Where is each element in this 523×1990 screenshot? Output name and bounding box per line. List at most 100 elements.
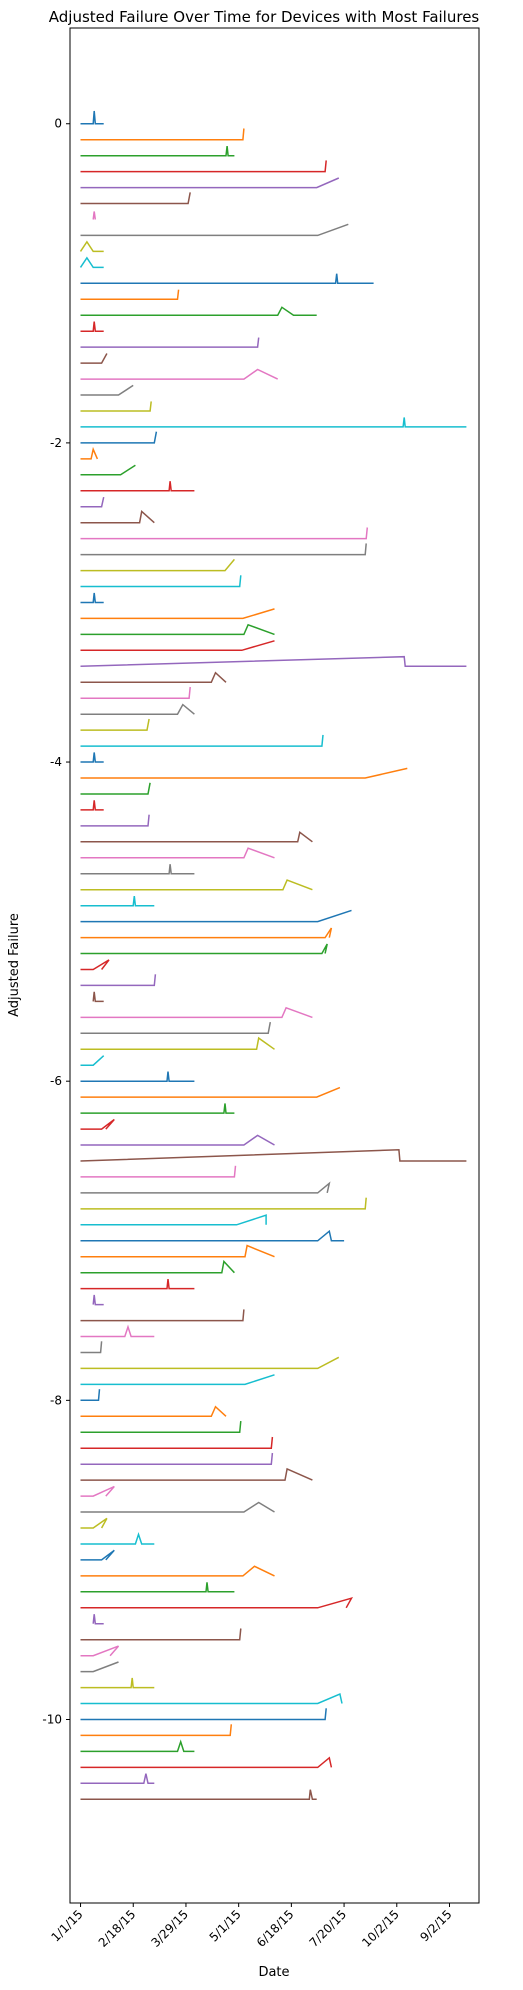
series-line	[92, 1294, 104, 1306]
series-line	[79, 240, 104, 253]
series-line	[80, 718, 150, 731]
series-line	[80, 1214, 267, 1226]
series-line	[80, 592, 104, 604]
y-tick-label: -2	[50, 436, 62, 450]
series-line	[80, 703, 195, 715]
plot-frame	[69, 27, 480, 1904]
series-line	[80, 1531, 155, 1545]
series-line	[80, 1628, 242, 1641]
series-line	[79, 256, 104, 269]
series-line	[80, 1389, 101, 1402]
series-line	[80, 1356, 340, 1370]
y-tick-label: -6	[50, 1074, 62, 1088]
series-line	[80, 510, 155, 524]
series-line	[80, 671, 227, 684]
series-line	[80, 623, 275, 636]
y-tick-label: 0	[54, 117, 62, 131]
series-line	[80, 289, 180, 301]
y-axis: 0 -2 -4 -6 -8 -10	[42, 117, 70, 1726]
series-line	[80, 1724, 233, 1737]
series-line	[80, 543, 367, 556]
series-line	[80, 1485, 115, 1497]
series-line	[80, 1789, 317, 1801]
series-line	[80, 1259, 235, 1274]
series-line	[80, 353, 108, 364]
series-line	[80, 128, 245, 141]
series-line	[80, 1324, 155, 1338]
series-line	[80, 1405, 227, 1418]
series-line	[80, 879, 313, 891]
series-line	[80, 273, 374, 285]
series-line	[80, 943, 328, 955]
series-line	[80, 321, 104, 332]
series-line	[80, 608, 275, 620]
series-line	[80, 1645, 120, 1657]
series-line	[80, 1436, 274, 1449]
series-line	[80, 927, 333, 939]
series-line	[80, 734, 324, 747]
series-line	[80, 1071, 195, 1082]
series-line	[92, 211, 97, 220]
series-line	[80, 1596, 354, 1609]
series-line	[80, 1739, 195, 1753]
series-line	[80, 655, 467, 668]
series-line	[80, 1165, 237, 1178]
series-line	[80, 384, 134, 396]
series-line	[80, 1006, 313, 1019]
series-line	[80, 464, 136, 476]
series-line	[80, 1549, 115, 1561]
series-line	[80, 192, 191, 205]
series-line	[80, 223, 349, 237]
series-line	[80, 767, 408, 779]
series-line	[80, 959, 110, 971]
series-line	[80, 306, 317, 316]
series-line	[80, 1773, 155, 1785]
series-line	[80, 417, 467, 428]
series-line	[92, 1614, 104, 1625]
series-line	[80, 1467, 313, 1481]
series-line	[80, 864, 195, 875]
series-line	[80, 800, 104, 811]
series-line	[80, 160, 327, 173]
series-line	[80, 1756, 333, 1769]
series-line	[80, 782, 151, 795]
y-axis-title: Adjusted Failure	[7, 913, 22, 1017]
series-line	[80, 1055, 105, 1066]
series-line	[80, 1565, 275, 1577]
y-tick-label: -4	[50, 755, 62, 769]
series-line	[80, 974, 157, 987]
series-line	[80, 1309, 245, 1322]
series-line	[80, 640, 275, 652]
series-line	[80, 686, 191, 699]
series-line	[80, 1374, 275, 1386]
series-line	[80, 830, 313, 843]
series-line	[80, 1021, 272, 1035]
series-line	[80, 896, 155, 907]
series-line	[80, 1103, 235, 1114]
series-line	[80, 1661, 119, 1673]
series-line	[80, 431, 158, 444]
chart-title: Adjusted Failure Over Time for Devices w…	[49, 8, 480, 26]
series-line	[80, 558, 235, 572]
series-line	[80, 368, 279, 380]
series-line	[80, 1086, 341, 1098]
series-line	[80, 814, 150, 827]
series-line	[80, 1517, 108, 1529]
series-line	[80, 1677, 155, 1689]
series-line	[80, 527, 369, 540]
series-line	[80, 110, 104, 125]
series-line	[80, 1036, 275, 1051]
series-line	[80, 146, 235, 157]
series-line	[80, 1341, 103, 1354]
series-line	[80, 1149, 467, 1162]
series-line	[80, 575, 242, 588]
series-line	[80, 1134, 275, 1146]
series-line	[80, 847, 275, 859]
series-line	[80, 1692, 343, 1705]
series-line	[80, 1244, 275, 1258]
series-line	[80, 177, 340, 189]
series-line	[80, 1181, 331, 1194]
series-line	[80, 446, 99, 460]
series-line	[80, 1197, 367, 1210]
